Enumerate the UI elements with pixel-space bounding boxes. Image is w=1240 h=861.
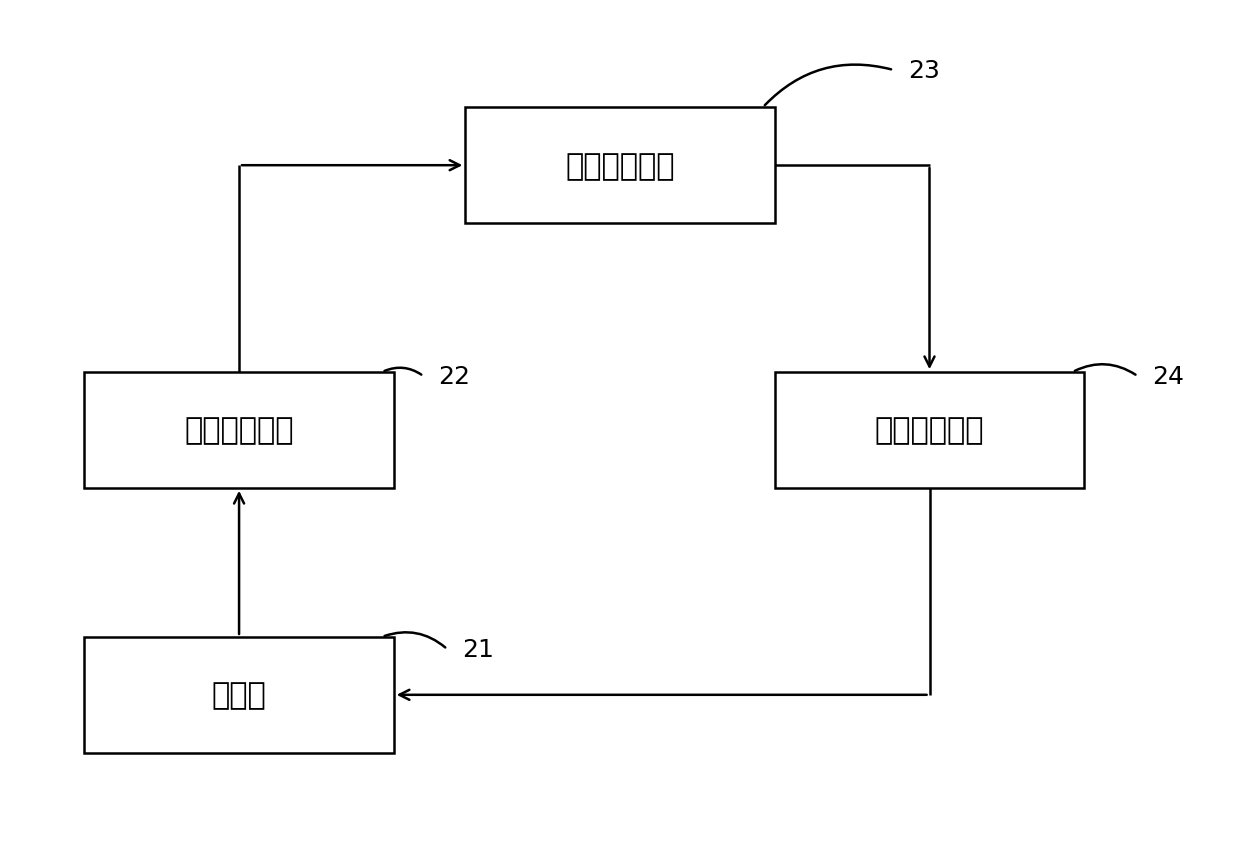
Bar [84,637,394,753]
Text: 被测物体表面: 被测物体表面 [565,152,675,181]
Text: 服务器: 服务器 [212,680,267,709]
Text: 图像采集设备: 图像采集设备 [874,416,985,445]
Text: 21: 21 [461,637,494,661]
Bar [465,108,775,224]
Text: 24: 24 [1152,365,1184,389]
Text: 22: 22 [438,365,470,389]
Text: 图像投影设备: 图像投影设备 [185,416,294,445]
Text: 23: 23 [908,59,940,83]
Bar [775,373,1084,488]
Bar [84,373,394,488]
